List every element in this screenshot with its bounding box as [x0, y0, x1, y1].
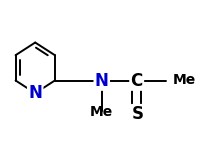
- Text: Me: Me: [173, 74, 196, 87]
- Text: N: N: [28, 84, 42, 102]
- Text: Me: Me: [90, 105, 113, 119]
- Text: N: N: [95, 71, 109, 90]
- Text: S: S: [132, 105, 144, 123]
- Text: C: C: [131, 71, 143, 90]
